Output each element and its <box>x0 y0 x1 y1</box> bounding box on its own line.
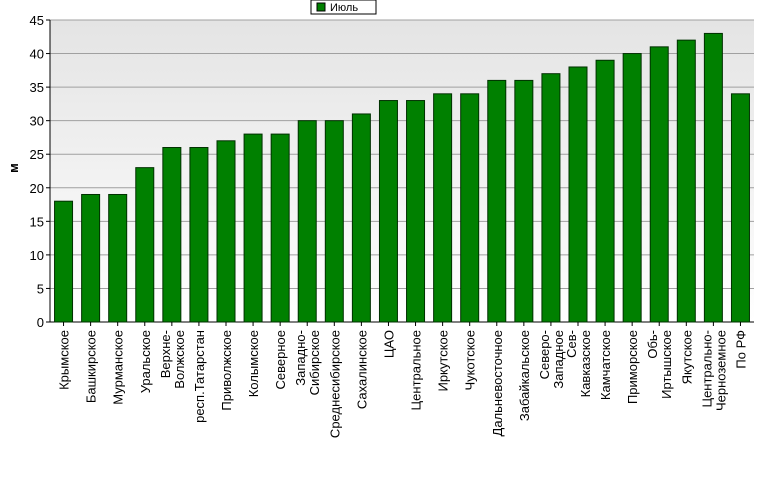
y-tick-label: 40 <box>30 47 44 62</box>
x-tick-label: респ.Татарстан <box>192 330 207 423</box>
bar <box>649 46 669 323</box>
x-tick-label: Западно-Сибирское <box>293 330 322 395</box>
x-tick-label: Сев-Кавказское <box>564 330 593 397</box>
x-tick-label: Крымское <box>57 330 72 390</box>
x-tick-label: Якутское <box>679 330 694 384</box>
legend-box <box>310 0 377 15</box>
x-tick-label: Камчатское <box>598 330 613 400</box>
legend: Июль <box>310 0 377 15</box>
y-tick-label: 45 <box>30 13 44 28</box>
bar <box>487 79 507 323</box>
bar <box>216 140 236 323</box>
bar <box>378 100 398 323</box>
x-tick-label: Среднесибирское <box>327 330 342 438</box>
bar <box>406 100 426 323</box>
bar <box>676 39 696 323</box>
bar <box>81 193 101 323</box>
bar <box>162 147 182 323</box>
y-tick-label: 30 <box>30 114 44 129</box>
x-tick-label: Северо-Западное <box>537 330 566 389</box>
bar <box>595 59 615 323</box>
y-tick-label: 5 <box>37 281 44 296</box>
bar <box>622 53 642 323</box>
x-tick-label: Колымское <box>246 330 261 397</box>
y-tick-label: 20 <box>30 181 44 196</box>
y-tick-label: 25 <box>30 147 44 162</box>
bar <box>433 93 453 323</box>
x-tick-label: ЦАО <box>381 330 396 358</box>
bar <box>324 120 344 323</box>
bar <box>135 167 155 323</box>
y-tick-label: 0 <box>37 315 44 330</box>
x-tick-label: Уральское <box>138 330 153 393</box>
x-tick-label: Центрально-Черноземное <box>699 330 728 411</box>
x-tick-label: Иркутское <box>436 330 451 392</box>
x-tick-label: Северное <box>273 330 288 389</box>
y-tick-label: 35 <box>30 80 44 95</box>
legend-label: Июль <box>330 2 358 14</box>
y-tick-label: 10 <box>30 248 44 263</box>
x-tick-label: Обь-Иртышское <box>645 330 674 399</box>
plot-area <box>50 20 754 322</box>
x-tick-label: Приволжское <box>219 330 234 411</box>
bar <box>351 113 371 323</box>
bar <box>189 147 209 323</box>
bar <box>243 133 263 323</box>
x-tick-label: Башкирское <box>84 330 99 403</box>
bar <box>568 66 588 323</box>
x-tick-label: Чукотское <box>463 330 478 391</box>
x-tick-label: Центральное <box>409 330 424 410</box>
x-tick-label: По РФ <box>733 330 748 369</box>
bar <box>460 93 480 323</box>
x-tick-label: Мурманское <box>111 330 126 405</box>
x-tick-label: Забайкальское <box>517 330 532 421</box>
bar <box>730 93 750 323</box>
bar <box>108 193 128 323</box>
y-axis-label: м <box>6 163 21 173</box>
bar <box>270 133 290 323</box>
bar <box>297 120 317 323</box>
x-tick-label: Сахалинское <box>354 330 369 409</box>
bar <box>541 73 561 323</box>
x-tick-label: Приморское <box>625 330 640 404</box>
bar <box>703 32 723 323</box>
y-tick-label: 15 <box>30 214 44 229</box>
bar <box>54 200 74 323</box>
x-tick-label: Верхне-Волжское <box>158 330 187 389</box>
bar <box>514 79 534 323</box>
legend-swatch <box>316 2 326 12</box>
x-tick-label: Дальневосточное <box>490 330 505 436</box>
